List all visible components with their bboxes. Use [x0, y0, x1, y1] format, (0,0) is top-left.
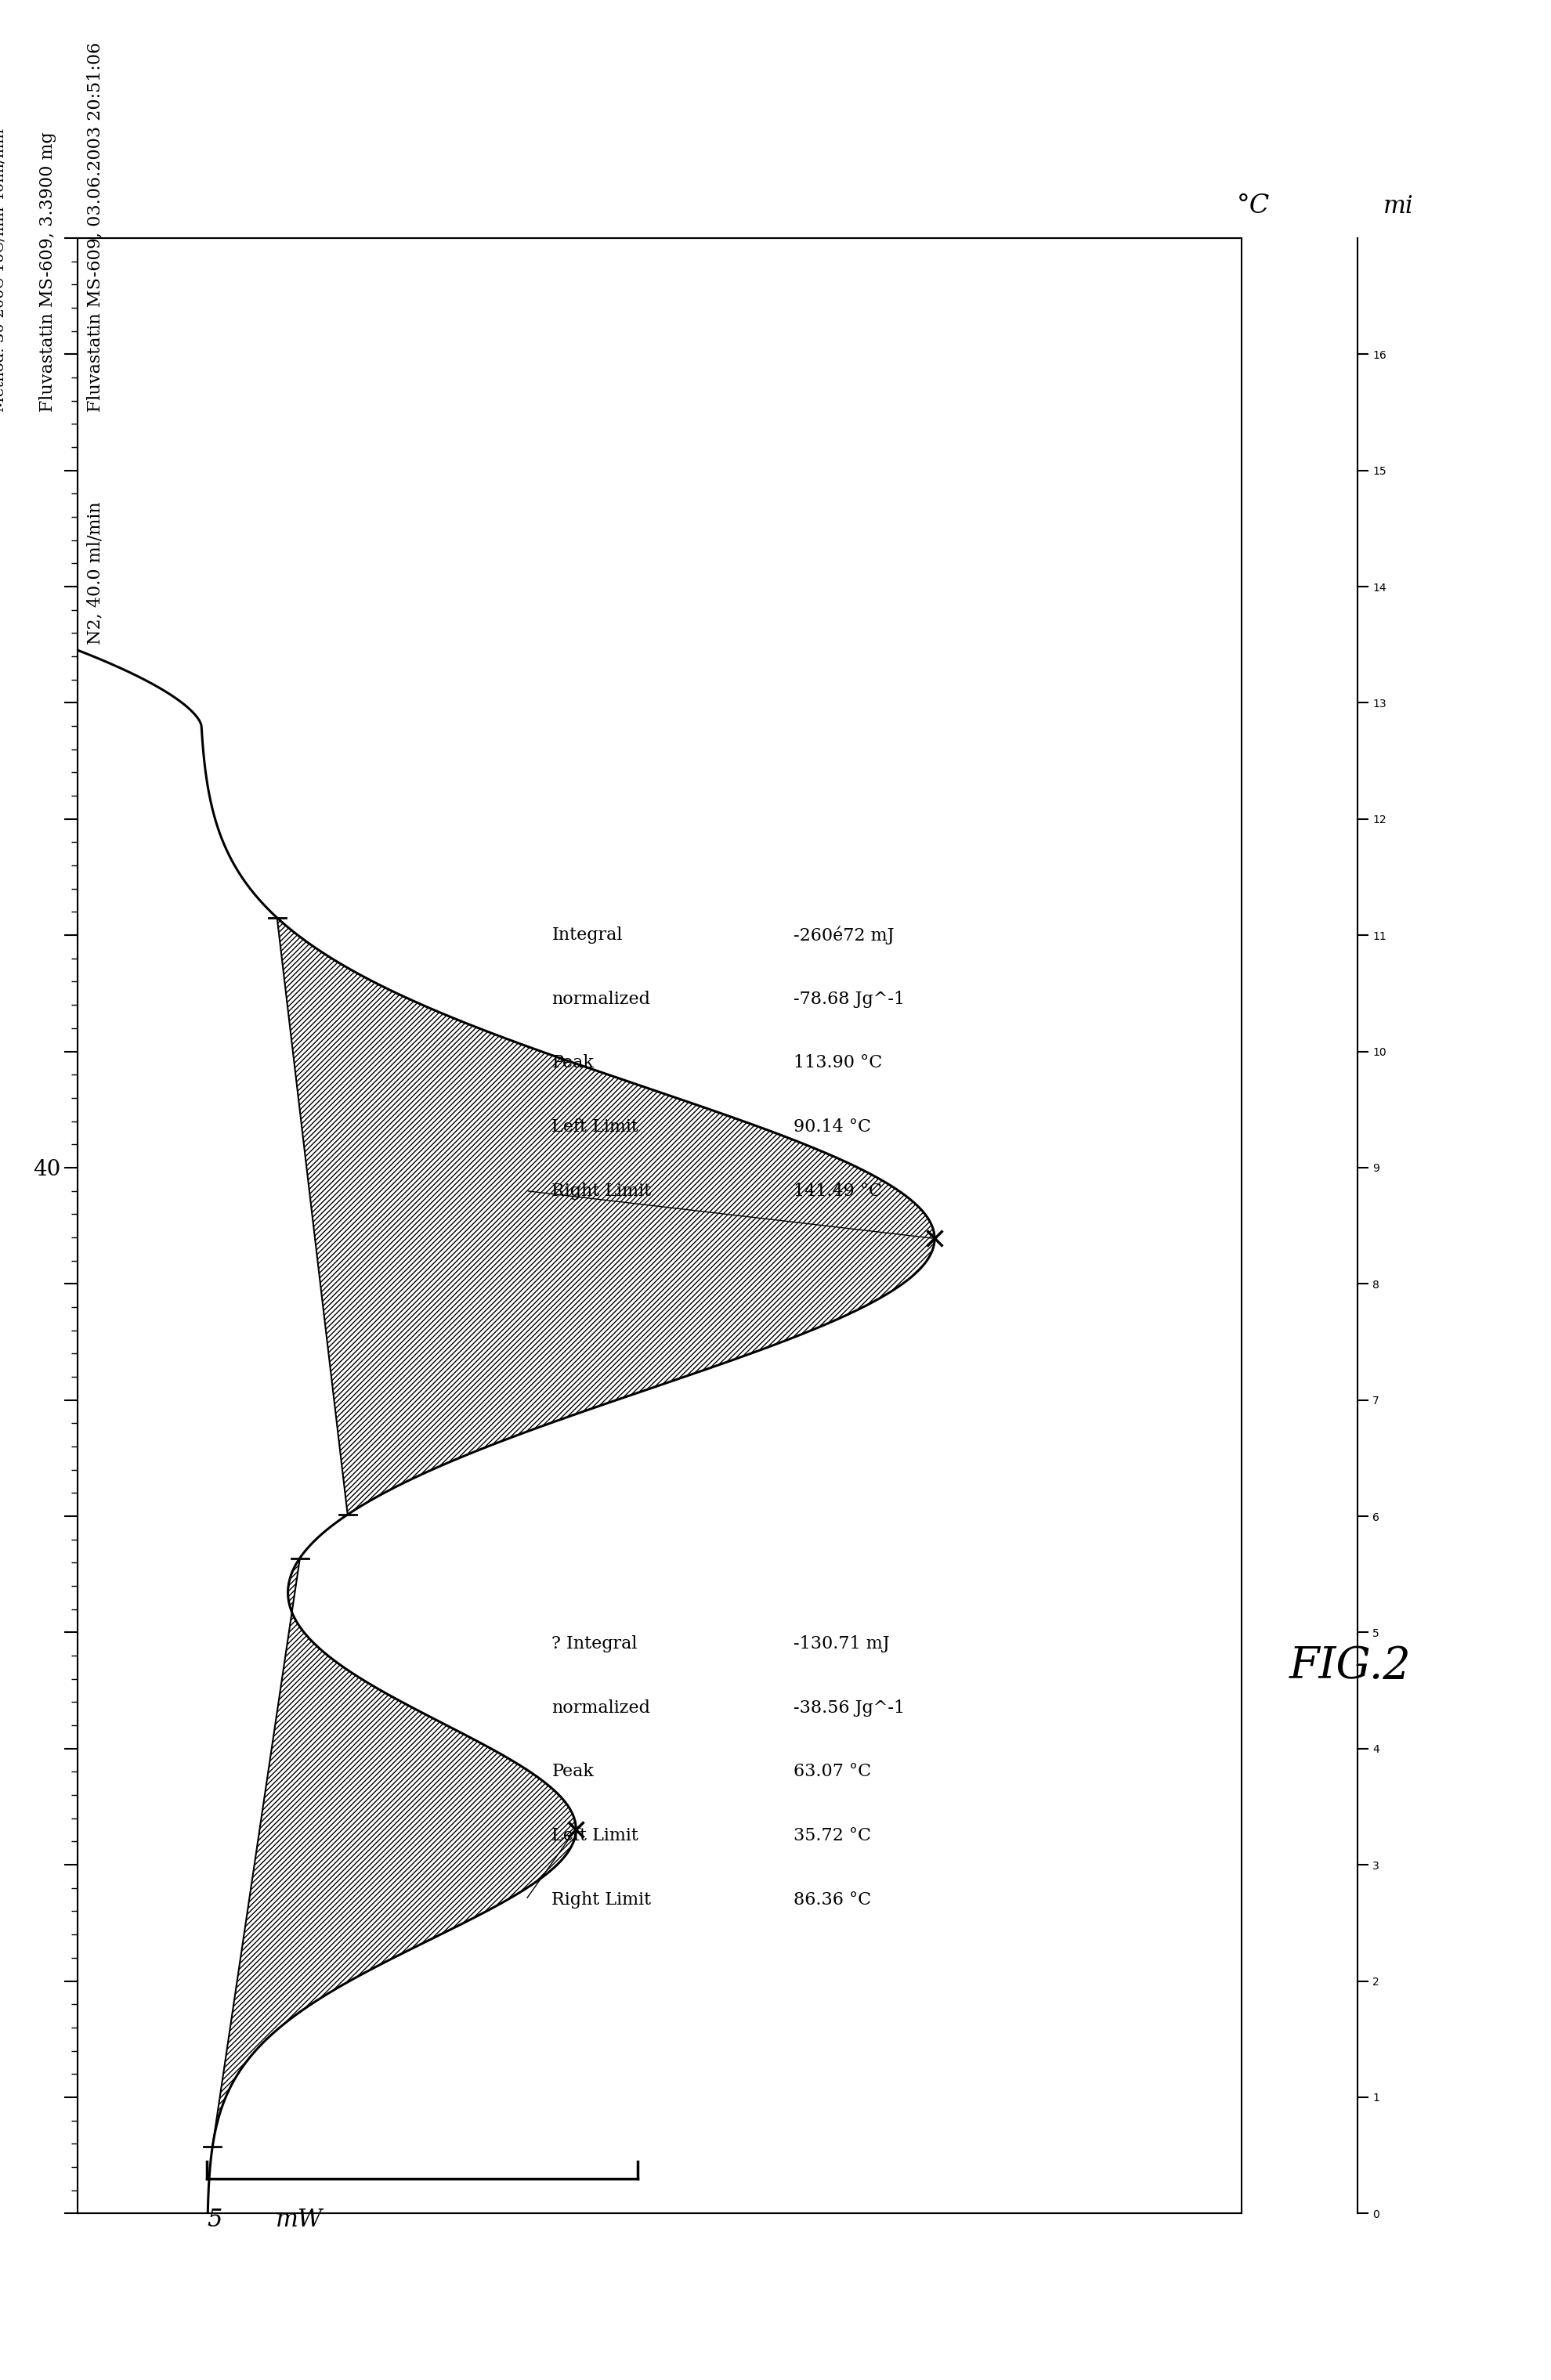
Text: Peak: Peak — [552, 1054, 594, 1071]
Text: -260é72 mJ: -260é72 mJ — [793, 926, 893, 945]
Text: -78.68 Jg^-1: -78.68 Jg^-1 — [793, 990, 904, 1007]
Text: ? Integral: ? Integral — [552, 1635, 637, 1652]
Text: N2, 40.0 ml/min: N2, 40.0 ml/min — [87, 502, 104, 645]
Text: 5: 5 — [206, 2209, 222, 2232]
Text: mW: mW — [276, 2209, 323, 2232]
Text: 86.36 °C: 86.36 °C — [793, 1892, 870, 1909]
Text: normalized: normalized — [552, 990, 650, 1007]
Text: mi: mi — [1383, 193, 1413, 219]
Text: Fluvastatin MS-609, 3.3900 mg: Fluvastatin MS-609, 3.3900 mg — [39, 133, 56, 412]
Text: Peak: Peak — [552, 1764, 594, 1780]
Text: FIG.2: FIG.2 — [1289, 1645, 1410, 1687]
Text: Method: 30-200C 10C/min 40ml/min: Method: 30-200C 10C/min 40ml/min — [0, 129, 8, 412]
Text: Left Limit: Left Limit — [552, 1828, 639, 1845]
Text: 35.72 °C: 35.72 °C — [793, 1828, 870, 1845]
Text: 113.90 °C: 113.90 °C — [793, 1054, 881, 1071]
Text: Right Limit: Right Limit — [552, 1183, 651, 1200]
Text: -130.71 mJ: -130.71 mJ — [793, 1635, 889, 1652]
Text: 90.14 °C: 90.14 °C — [793, 1119, 870, 1135]
Text: -38.56 Jg^-1: -38.56 Jg^-1 — [793, 1699, 904, 1716]
Text: Right Limit: Right Limit — [552, 1892, 651, 1909]
Text: Integral: Integral — [552, 926, 622, 945]
Text: normalized: normalized — [552, 1699, 650, 1716]
Text: Fluvastatin MS-609, 03.06.2003 20:51:06: Fluvastatin MS-609, 03.06.2003 20:51:06 — [87, 43, 104, 412]
Text: °C: °C — [1236, 193, 1269, 219]
Text: 63.07 °C: 63.07 °C — [793, 1764, 870, 1780]
Text: Left Limit: Left Limit — [552, 1119, 639, 1135]
Text: 141.49 °C: 141.49 °C — [793, 1183, 881, 1200]
